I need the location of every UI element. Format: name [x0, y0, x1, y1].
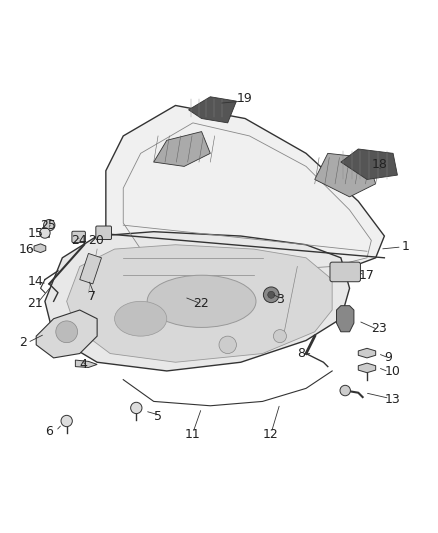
FancyBboxPatch shape: [96, 226, 112, 239]
Polygon shape: [315, 154, 376, 197]
Text: 12: 12: [262, 427, 278, 441]
Circle shape: [273, 329, 286, 343]
Polygon shape: [341, 149, 397, 180]
Text: 15: 15: [28, 228, 43, 240]
Text: 13: 13: [385, 393, 400, 406]
Ellipse shape: [115, 301, 167, 336]
Text: 9: 9: [385, 351, 392, 365]
Text: 21: 21: [28, 297, 43, 310]
Text: 1: 1: [402, 240, 410, 253]
Circle shape: [131, 402, 142, 414]
Circle shape: [61, 415, 72, 426]
Circle shape: [263, 287, 279, 303]
Polygon shape: [154, 132, 210, 166]
Text: 5: 5: [154, 410, 162, 423]
Circle shape: [40, 228, 50, 238]
Text: 19: 19: [237, 92, 252, 106]
Text: 3: 3: [276, 293, 283, 305]
Polygon shape: [45, 232, 350, 371]
Polygon shape: [358, 349, 376, 358]
Text: 22: 22: [193, 297, 208, 310]
Text: 14: 14: [28, 275, 43, 288]
Text: 25: 25: [41, 219, 57, 232]
Polygon shape: [34, 244, 46, 253]
Text: 6: 6: [45, 425, 53, 438]
Text: 2: 2: [19, 336, 27, 349]
Polygon shape: [358, 363, 376, 373]
Circle shape: [219, 336, 237, 353]
Text: 11: 11: [184, 427, 200, 441]
Polygon shape: [75, 360, 97, 367]
Text: 20: 20: [88, 234, 104, 247]
Circle shape: [56, 321, 78, 343]
Text: 8: 8: [297, 347, 305, 360]
Polygon shape: [106, 106, 385, 279]
Text: 23: 23: [371, 322, 387, 335]
Polygon shape: [80, 254, 102, 284]
Text: 7: 7: [88, 290, 96, 303]
Circle shape: [44, 220, 55, 231]
Circle shape: [340, 385, 350, 396]
Polygon shape: [36, 310, 97, 358]
Polygon shape: [336, 305, 354, 332]
Text: 10: 10: [385, 365, 400, 378]
FancyBboxPatch shape: [330, 262, 360, 282]
Circle shape: [268, 292, 275, 298]
Text: 16: 16: [19, 244, 35, 256]
Ellipse shape: [147, 275, 256, 327]
Text: 4: 4: [80, 358, 88, 371]
FancyBboxPatch shape: [72, 231, 85, 243]
Polygon shape: [67, 245, 332, 362]
Polygon shape: [188, 97, 237, 123]
Text: 18: 18: [371, 158, 387, 171]
Text: 24: 24: [71, 234, 87, 247]
Text: 17: 17: [358, 269, 374, 282]
